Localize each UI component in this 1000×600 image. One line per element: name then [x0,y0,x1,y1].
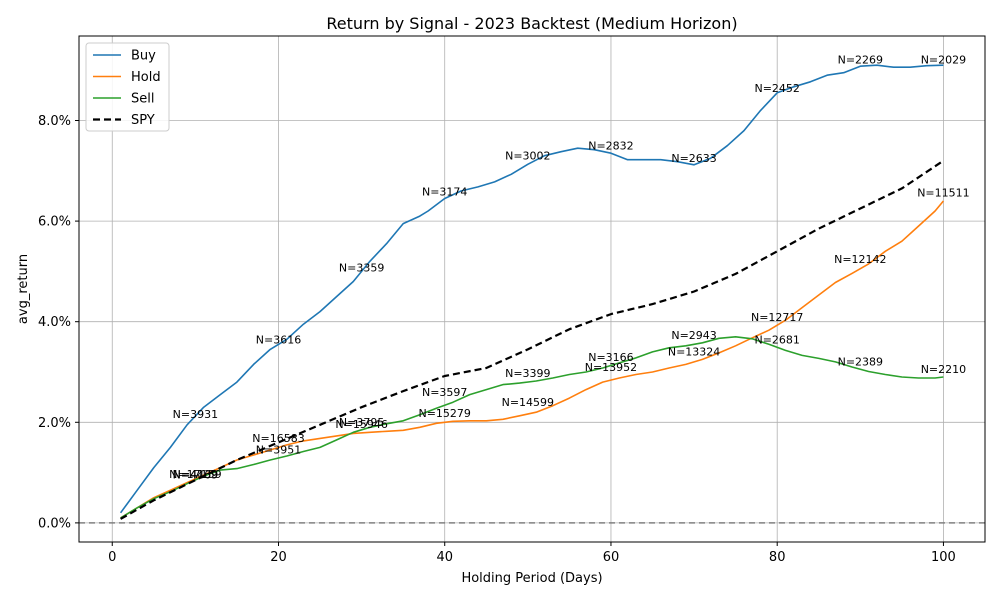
series-line-spy [120,159,945,520]
x-tick-label: 20 [270,550,287,565]
annotation-label: N=2681 [754,333,799,346]
chart-title: Return by Signal - 2023 Backtest (Medium… [326,14,737,33]
annotation-label: N=15279 [418,407,470,420]
annotation-label: N=3359 [339,261,384,274]
series-line-buy [119,64,944,514]
annotation-label: N=14599 [502,396,554,409]
annotation-label: N=3399 [505,367,550,380]
annotation-label: N=2832 [588,140,633,153]
x-tick-label: 80 [769,550,786,565]
annotation-label: N=2452 [754,82,799,95]
annotation-label: N=2029 [921,54,966,67]
series-line-hold [120,200,945,519]
y-tick-label: 2.0% [38,416,71,431]
annotation-label: N=3174 [422,185,467,198]
x-tick-label: 100 [931,550,956,565]
annotation-label: N=2210 [921,363,966,376]
legend: Buy Hold Sell SPY [85,42,170,132]
annotation-label: N=3002 [505,150,550,163]
legend-box [85,42,170,132]
x-axis-ticks: 0 20 40 60 80 100 [108,542,956,565]
y-axis-label: avg_return [16,254,31,324]
y-tick-label: 4.0% [38,315,71,330]
plot-frame [78,35,986,543]
annotation-label: N=3166 [588,351,633,364]
legend-label-buy: Buy [131,49,156,64]
annotation-label: N=15946 [335,418,387,431]
annotation-label: N=13952 [585,361,637,374]
annotation-label: N=17159 [169,468,221,481]
annotation-label: N=2633 [671,152,716,165]
annotation-label: N=2389 [838,355,883,368]
annotation-label: N=12717 [751,311,803,324]
annotation-label: N=2269 [838,54,883,67]
annotation-label: N=3795 [339,416,384,429]
annotation-label: N=2943 [671,329,716,342]
annotation-label: N=3951 [256,443,301,456]
x-tick-label: 40 [436,550,453,565]
annotation-label: N=4469 [173,469,218,482]
annotation-label: N=16583 [252,432,304,445]
annotation-label: N=11511 [917,186,969,199]
annotation-label: N=3616 [256,333,301,346]
annotation-label: N=12142 [834,253,886,266]
y-tick-label: 6.0% [38,215,71,230]
y-axis-ticks: 0.0% 2.0% 4.0% 6.0% 8.0% [38,114,79,531]
annotation-label: N=4139 [173,468,218,481]
annotation-label: N=13324 [668,345,720,358]
legend-label-spy: SPY [131,113,155,128]
x-tick-label: 0 [108,550,116,565]
annotation-label: N=3931 [173,408,218,421]
annotation-label: N=3597 [422,386,467,399]
y-tick-label: 8.0% [38,114,71,129]
x-tick-label: 60 [603,550,620,565]
annotations: N=2029 N=2269 N=2452 N=2633 N=2832 N=3002 N=31… [169,54,970,482]
y-tick-label: 0.0% [38,516,71,531]
series-lines [119,64,945,520]
legend-label-sell: Sell [131,92,154,107]
legend-label-hold: Hold [131,70,161,85]
series-line-sell [120,335,944,519]
x-axis-label: Holding Period (Days) [461,571,602,586]
